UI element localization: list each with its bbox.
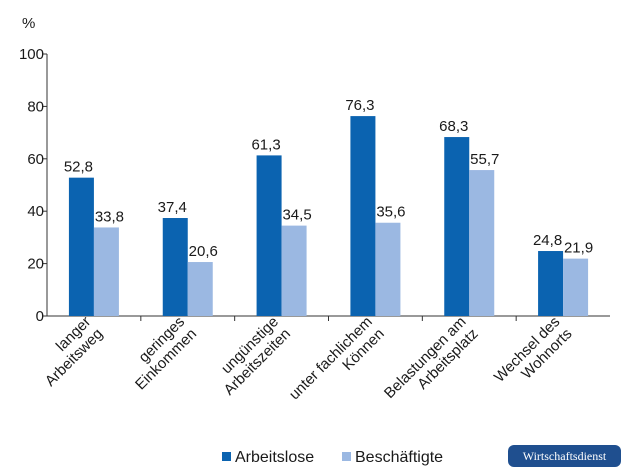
data-label: 37,4 bbox=[158, 199, 187, 216]
data-label: 61,3 bbox=[251, 136, 280, 153]
y-tick-label: 40 bbox=[27, 203, 44, 220]
legend: Arbeitslose Beschäftigte bbox=[222, 449, 443, 466]
bar-arbeitslose bbox=[350, 116, 376, 317]
legend-swatch-beschaeftigte bbox=[342, 452, 351, 461]
bar-beschaeftigte bbox=[469, 170, 495, 316]
legend-swatch-arbeitslose bbox=[222, 452, 231, 461]
data-label: 35,6 bbox=[376, 204, 405, 221]
y-tick-label: 60 bbox=[27, 151, 44, 168]
bar-arbeitslose bbox=[444, 137, 470, 316]
y-tick-label: 0 bbox=[36, 308, 44, 325]
data-label: 33,8 bbox=[95, 208, 124, 225]
data-label: 52,8 bbox=[64, 159, 93, 176]
bar-beschaeftigte bbox=[281, 225, 307, 316]
data-labels: 52,8 33,8 37,4 20,6 61,3 34,5 76,3 35,6 68,355,7… bbox=[64, 97, 593, 260]
bar-arbeitslose bbox=[68, 177, 94, 316]
bar-arbeitslose bbox=[538, 251, 564, 316]
bar-beschaeftigte bbox=[563, 258, 589, 316]
data-label: 20,6 bbox=[189, 243, 218, 260]
data-label: 55,7 bbox=[470, 151, 499, 168]
legend-label-arbeitslose: Arbeitslose bbox=[235, 449, 314, 466]
bar-arbeitslose bbox=[256, 155, 282, 316]
data-label: 24,8 bbox=[533, 232, 562, 249]
bar-beschaeftigte bbox=[93, 227, 119, 316]
y-tick-label: 80 bbox=[27, 98, 44, 115]
bars bbox=[68, 116, 589, 317]
data-label: 21,9 bbox=[564, 240, 593, 257]
bar-arbeitslose bbox=[162, 218, 188, 316]
y-tick-label: 100 bbox=[19, 46, 44, 63]
data-label: 34,5 bbox=[282, 207, 311, 224]
badge-background bbox=[508, 445, 621, 467]
data-label: 76,3 bbox=[345, 97, 374, 114]
axes: 0 20 40 60 80 100 bbox=[19, 46, 610, 325]
bar-beschaeftigte bbox=[375, 222, 401, 316]
wirtschaftsdienst-badge: Wirtschaftsdienst bbox=[508, 445, 621, 467]
y-axis-unit-label: % bbox=[22, 15, 35, 32]
data-label: 68,3 bbox=[439, 118, 468, 135]
bar-beschaeftigte bbox=[187, 262, 213, 316]
badge-text: Wirtschaftsdienst bbox=[523, 449, 607, 463]
y-tick-label: 20 bbox=[27, 256, 44, 273]
legend-label-beschaeftigte: Beschäftigte bbox=[355, 449, 443, 466]
